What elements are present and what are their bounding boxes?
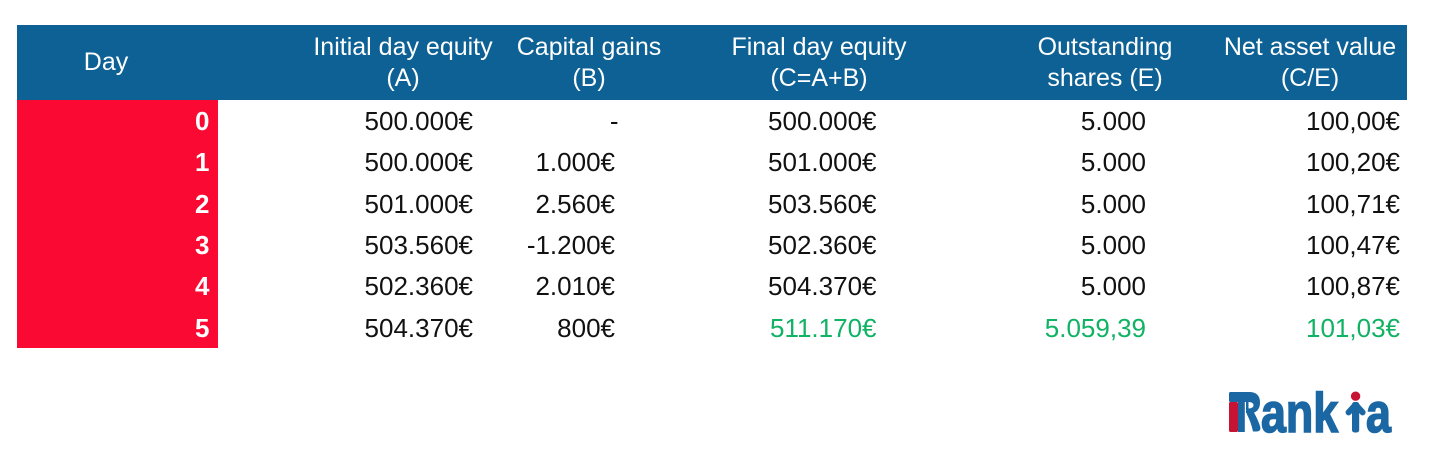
svg-text:a: a bbox=[1366, 385, 1392, 440]
svg-text:ank: ank bbox=[1261, 385, 1339, 440]
